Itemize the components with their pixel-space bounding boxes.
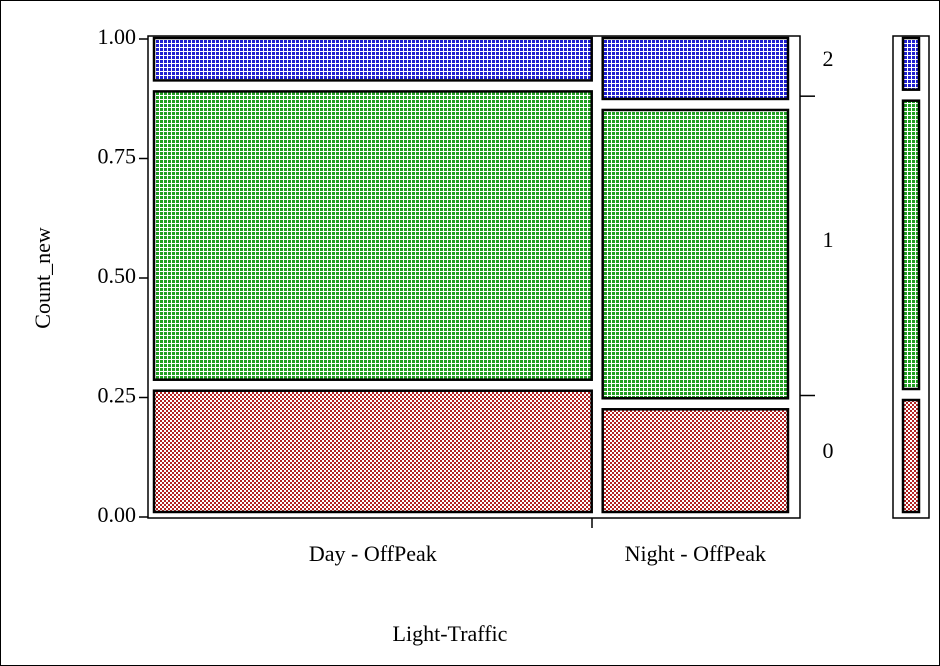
marginal-tile	[901, 398, 921, 514]
x-tick-label: Night - OffPeak	[625, 541, 766, 566]
y-axis-label: Count_new	[30, 227, 55, 329]
x-axis-label: Light-Traffic	[393, 621, 508, 646]
x-tick-label: Day - OffPeak	[309, 541, 437, 566]
mosaic-tile	[601, 408, 790, 514]
y-tick-label: 0.75	[98, 144, 137, 169]
mosaic-tile	[601, 36, 790, 101]
y-tick-label: 0.25	[98, 383, 137, 408]
plot-frame	[147, 35, 801, 519]
marginal-tile	[901, 99, 921, 391]
marginal-frame	[892, 35, 930, 519]
mosaic-tile	[152, 36, 593, 82]
legend-label: 2	[823, 46, 834, 71]
legend-label: 0	[823, 438, 834, 463]
legend-label: 1	[823, 227, 834, 252]
mosaic-tile	[601, 108, 790, 400]
y-tick-label: 0.50	[98, 263, 137, 288]
y-tick-label: 1.00	[98, 24, 137, 49]
y-tick-label: 0.00	[98, 502, 137, 527]
mosaic-tile	[152, 90, 593, 381]
mosaic-tile	[152, 389, 593, 514]
marginal-tile	[901, 36, 921, 91]
